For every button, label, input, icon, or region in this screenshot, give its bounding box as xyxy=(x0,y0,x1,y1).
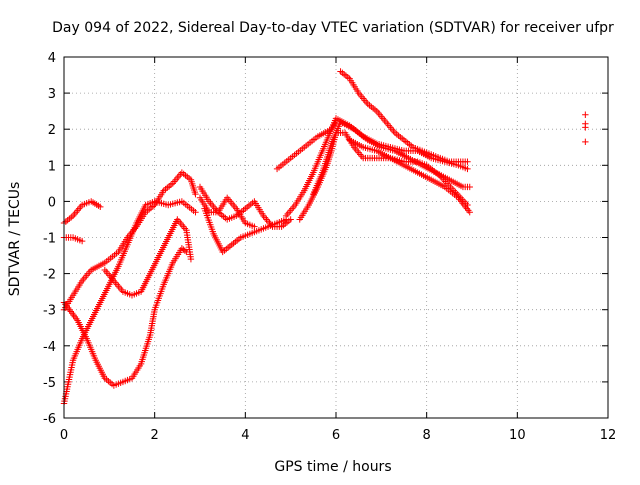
y-tick-label: 3 xyxy=(48,87,56,102)
data-point xyxy=(97,203,104,211)
y-tick-label: -3 xyxy=(43,304,56,319)
y-tick-label: -4 xyxy=(43,340,56,355)
data-point xyxy=(466,183,473,191)
grid xyxy=(64,57,608,418)
series-arc-10 xyxy=(273,118,340,173)
x-tick-label: 6 xyxy=(332,428,340,443)
y-tick-label: -1 xyxy=(43,232,56,247)
series-isolated xyxy=(582,111,589,146)
y-tick-label: -2 xyxy=(43,268,56,283)
data-point xyxy=(192,209,199,216)
data-point xyxy=(251,223,258,230)
data-point xyxy=(181,247,189,254)
data-point xyxy=(466,209,473,216)
data-point xyxy=(582,124,589,131)
plot-frame xyxy=(63,56,609,419)
y-tick-label: -5 xyxy=(43,376,56,391)
y-tick-label: 0 xyxy=(48,195,56,210)
series-arc-4 xyxy=(60,169,199,313)
x-tick-label: 4 xyxy=(241,428,249,443)
data-point xyxy=(582,138,589,146)
y-tick-label: 2 xyxy=(48,123,56,138)
x-axis-label: GPS time / hours xyxy=(274,459,391,475)
series-arc-14 xyxy=(337,68,471,165)
y-tick-label: -6 xyxy=(43,412,56,427)
series-arc-8 xyxy=(201,205,290,256)
x-tick-label: 12 xyxy=(600,428,617,443)
x-tick-label: 8 xyxy=(423,428,431,443)
x-tick-label: 10 xyxy=(509,428,526,443)
data-point xyxy=(187,255,195,263)
series-arc-15 xyxy=(346,136,473,216)
series-arc-9 xyxy=(196,194,258,230)
x-tick-label: 2 xyxy=(151,428,159,443)
data-marks xyxy=(60,68,589,407)
y-tick-label: 4 xyxy=(48,51,56,66)
series-arc-6 xyxy=(101,216,195,299)
chart-title: Day 094 of 2022, Sidereal Day-to-day VTE… xyxy=(52,20,614,36)
series-arc-1 xyxy=(60,198,104,227)
series-arc-13 xyxy=(310,118,473,198)
data-point xyxy=(464,158,471,165)
x-tick-label: 0 xyxy=(60,428,68,443)
y-axis-label: SDTVAR / TECUs xyxy=(7,182,23,297)
data-point xyxy=(78,237,86,245)
data-point xyxy=(192,190,199,198)
series-arc-3 xyxy=(60,198,199,407)
y-tick-label: 1 xyxy=(48,159,56,174)
series-arc-5 xyxy=(60,245,190,389)
data-point xyxy=(464,165,471,173)
data-point xyxy=(582,111,589,118)
